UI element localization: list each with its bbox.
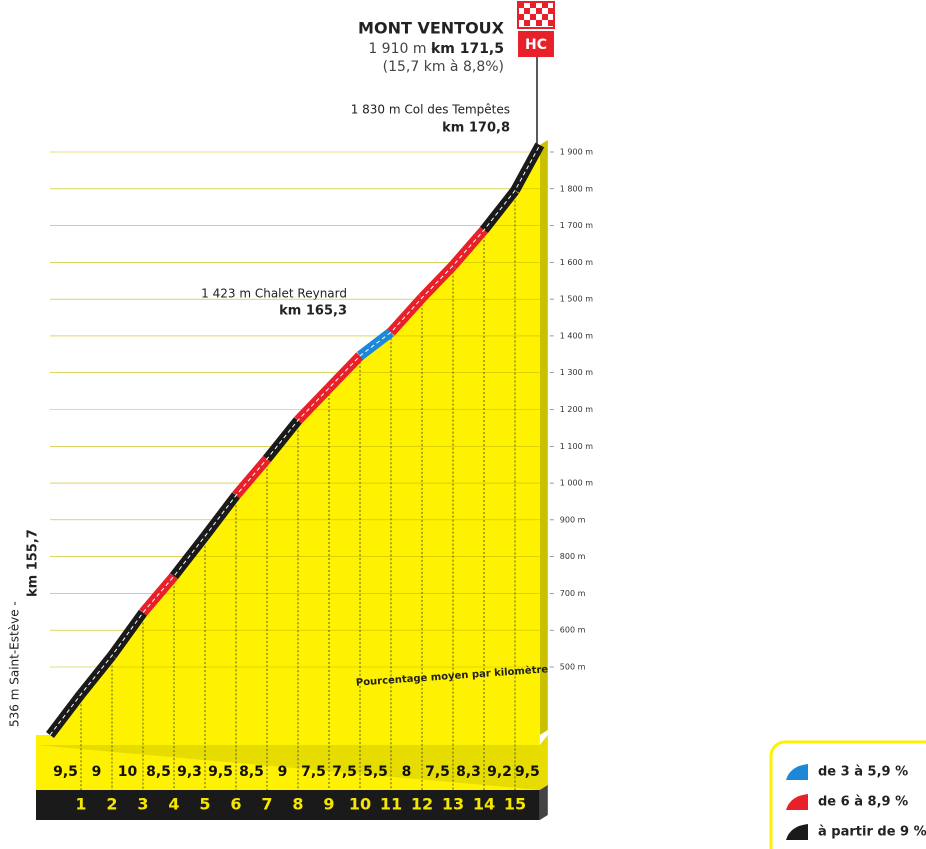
gradient-label: 9 (278, 764, 288, 780)
gradient-label: 9,5 (53, 764, 78, 780)
col-km: km 170,8 (442, 121, 510, 136)
km-strip (36, 790, 540, 820)
y-tick-label: 700 m (560, 589, 586, 598)
gradient-label: 8,5 (239, 764, 264, 780)
y-tick-label: 1 900 m (560, 148, 593, 157)
legend-swatch (786, 794, 808, 810)
legend: de 3 à 5,9 % de 6 à 8,9 % à partir de 9 % (786, 764, 926, 840)
strip-face (36, 735, 548, 790)
y-tick-label: 900 m (560, 515, 586, 524)
y-tick-label: 1 500 m (560, 295, 593, 304)
start-name: 536 m Saint-Estève - (8, 601, 22, 727)
plot: 500 m 600 m 700 m 800 m 900 m 1 000 m 1 100 m 1… (36, 140, 593, 820)
km-label: 6 (230, 795, 241, 814)
gradient-label: 9,5 (208, 764, 233, 780)
legend-label: de 3 à 5,9 % (818, 765, 908, 780)
summit-name: MONT VENTOUX (358, 19, 505, 38)
km-label: 11 (380, 795, 402, 814)
km-label: 14 (473, 795, 495, 814)
gradient-label: 5,5 (363, 764, 388, 780)
road-segment (325, 352, 364, 392)
gradient-label: 7,5 (301, 764, 326, 780)
category: HC (525, 37, 547, 53)
gradient-label: 9,5 (515, 764, 540, 780)
y-tick-label: 1 600 m (560, 258, 593, 267)
km-label: 7 (261, 795, 272, 814)
gradient-label: 9 (92, 764, 102, 780)
gradient-label: 8,5 (146, 764, 171, 780)
y-tick-label: 600 m (560, 626, 586, 635)
gradient-label: 9,3 (177, 764, 202, 780)
flag (517, 1, 555, 148)
start-km: km 155,7 (26, 529, 41, 597)
road-centerline (49, 144, 541, 736)
km-label: 3 (137, 795, 148, 814)
summit-km: km 171,5 (431, 41, 504, 57)
profile-side (539, 140, 548, 735)
km-label: 2 (106, 795, 117, 814)
km-label: 1 (75, 795, 86, 814)
y-tick-label: 1 100 m (560, 442, 593, 451)
col-name: 1 830 m Col des Tempêtes (351, 103, 510, 117)
km-label: 9 (323, 795, 334, 814)
km-label: 4 (168, 795, 179, 814)
y-tick-label: 800 m (560, 552, 586, 561)
y-tick-label: 1 200 m (560, 405, 593, 414)
legend-label: de 6 à 8,9 % (818, 795, 908, 810)
y-tick-label: 1 000 m (560, 479, 593, 488)
gradient-label: 9,2 (487, 764, 512, 780)
legend-label: à partir de 9 % (818, 825, 926, 840)
chalet-km: km 165,3 (279, 304, 347, 319)
profile-area (36, 145, 540, 790)
legend-swatch (786, 764, 808, 780)
legend-swatch (786, 824, 808, 840)
chalet-name: 1 423 m Chalet Reynard (201, 287, 347, 301)
gradient-label: 7,5 (425, 764, 450, 780)
y-tick-label: 1 300 m (560, 368, 593, 377)
km-label: 8 (292, 795, 303, 814)
km-label: 12 (411, 795, 433, 814)
gradient-label: 8,3 (456, 764, 481, 780)
y-tick-label: 1 700 m (560, 221, 593, 230)
km-label: 13 (442, 795, 464, 814)
legend-box (769, 740, 926, 849)
gradient-label: 8 (402, 764, 412, 780)
road-segment (356, 328, 395, 360)
km-label: 10 (349, 795, 371, 814)
gradient-label: 10 (118, 764, 138, 780)
km-label: 15 (504, 795, 526, 814)
y-tick-label: 1 400 m (560, 331, 593, 340)
summit-altitude: 1 910 m - (368, 41, 436, 57)
summit-summary: (15,7 km à 8,8%) (383, 59, 504, 75)
y-tick-label: 1 800 m (560, 184, 593, 193)
y-tick-label: 500 m (560, 663, 586, 672)
gradient-label: 7,5 (332, 764, 357, 780)
km-label: 5 (199, 795, 210, 814)
km-strip-side (539, 785, 548, 820)
